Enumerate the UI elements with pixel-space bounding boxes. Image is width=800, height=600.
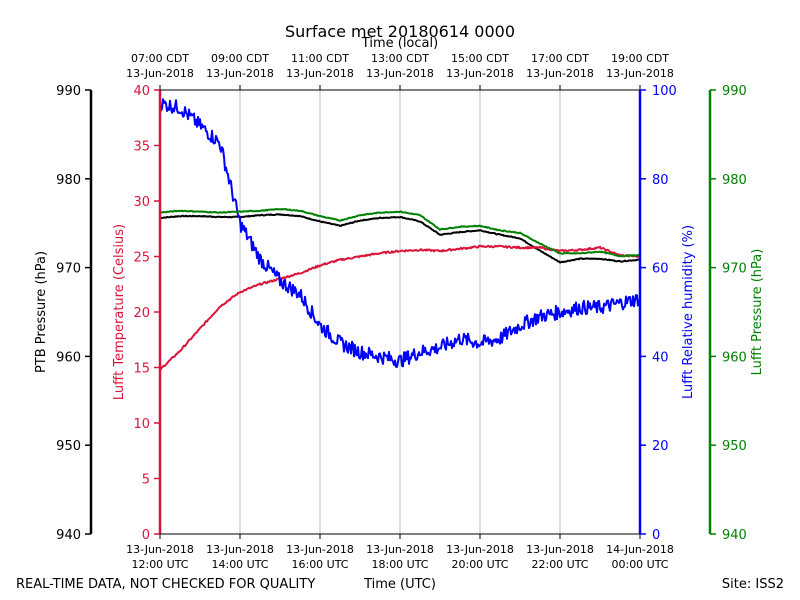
lufft-pressure-tick-label-0: 940: [722, 528, 747, 543]
humidity-tick-label-1: 20: [652, 439, 669, 454]
humidity-tick-label-0: 0: [652, 528, 660, 543]
x-tick-local-date-3: 13-Jun-2018: [366, 67, 434, 80]
temperature-tick-label-3: 15: [133, 362, 150, 377]
series-lines: [159, 98, 641, 371]
series-line-lufft-pressure: [159, 208, 640, 258]
x-tick-utc-6: 00:00 UTC: [611, 558, 668, 571]
top-axis-label: Time (local): [361, 36, 438, 51]
x-tick-local-time-3: 13:00 CDT: [371, 52, 429, 65]
temperature-tick-label-1: 5: [142, 473, 150, 488]
ptb-pressure-tick-label-4: 980: [56, 173, 81, 188]
lufft-pressure-tick-label-5: 990: [722, 84, 747, 99]
ptb-pressure-axis: PTB Pressure (hPa) 940 950 960 970 980 990: [34, 84, 93, 543]
x-tick-date-1: 13-Jun-2018: [206, 543, 274, 556]
x-tick-utc-0: 12:00 UTC: [131, 558, 188, 571]
lufft-pressure-tick-label-4: 980: [722, 173, 747, 188]
lufft-pressure-tick-label-2: 960: [722, 350, 747, 365]
grid: [239, 90, 561, 534]
ptb-pressure-tick-label-2: 960: [56, 350, 81, 365]
lufft-pressure-tick-label-3: 970: [722, 262, 747, 277]
chart-title: Surface met 20180614 0000: [285, 22, 515, 41]
x-tick-date-2: 13-Jun-2018: [286, 543, 354, 556]
x-tick-utc-5: 22:00 UTC: [531, 558, 588, 571]
time-axes: 13-Jun-2018 12:00 UTC 07:00 CDT 13-Jun-2018…: [126, 52, 674, 571]
x-tick-utc-3: 18:00 UTC: [371, 558, 428, 571]
humidity-tick-label-2: 40: [652, 350, 669, 365]
temperature-tick-label-6: 30: [133, 195, 150, 210]
temperature-tick-label-7: 35: [133, 140, 150, 155]
ptb-pressure-axis-label: PTB Pressure (hPa): [34, 251, 49, 373]
x-tick-date-6: 14-Jun-2018: [606, 543, 674, 556]
humidity-axis: Lufft Relative humidity (%) 0 20 40 60 80 100: [638, 84, 696, 543]
series-line-temperature: [159, 244, 641, 371]
x-tick-local-date-4: 13-Jun-2018: [446, 67, 514, 80]
humidity-tick-label-4: 80: [652, 173, 669, 188]
x-tick-local-time-0: 07:00 CDT: [131, 52, 189, 65]
x-tick-local-time-4: 15:00 CDT: [451, 52, 509, 65]
humidity-tick-label-3: 60: [652, 262, 669, 277]
temperature-tick-label-5: 25: [133, 251, 150, 266]
lufft-pressure-tick-label-1: 950: [722, 439, 747, 454]
lufft-pressure-axis: Lufft Pressure (hPa) 940 950 960 970 980 990: [708, 84, 765, 543]
temperature-tick-label-4: 20: [133, 306, 150, 321]
x-tick-date-3: 13-Jun-2018: [366, 543, 434, 556]
x-tick-local-time-6: 19:00 CDT: [611, 52, 669, 65]
x-tick-utc-1: 14:00 UTC: [211, 558, 268, 571]
series-line-humidity: [159, 98, 641, 368]
x-tick-local-date-1: 13-Jun-2018: [206, 67, 274, 80]
x-axis-label: Time (UTC): [363, 577, 436, 592]
temperature-tick-label-2: 10: [133, 417, 150, 432]
x-tick-local-time-5: 17:00 CDT: [531, 52, 589, 65]
x-tick-local-date-0: 13-Jun-2018: [126, 67, 194, 80]
x-tick-date-0: 13-Jun-2018: [126, 543, 194, 556]
ptb-pressure-tick-label-5: 990: [56, 84, 81, 99]
x-tick-utc-2: 16:00 UTC: [291, 558, 348, 571]
x-tick-date-4: 13-Jun-2018: [446, 543, 514, 556]
ptb-pressure-tick-label-3: 970: [56, 262, 81, 277]
x-tick-utc-4: 20:00 UTC: [451, 558, 508, 571]
x-tick-local-date-5: 13-Jun-2018: [526, 67, 594, 80]
temperature-axis-label: Lufft Temperature (Celsius): [112, 224, 127, 400]
x-tick-local-time-1: 09:00 CDT: [211, 52, 269, 65]
humidity-axis-label: Lufft Relative humidity (%): [681, 225, 696, 399]
x-tick-date-5: 13-Jun-2018: [526, 543, 594, 556]
temperature-axis: Lufft Temperature (Celsius) 0 5 10 15 20 25 30…: [112, 84, 162, 543]
humidity-tick-label-5: 100: [652, 84, 677, 99]
quality-disclaimer: REAL-TIME DATA, NOT CHECKED FOR QUALITY: [16, 577, 315, 592]
x-tick-local-date-2: 13-Jun-2018: [286, 67, 354, 80]
lufft-pressure-axis-label: Lufft Pressure (hPa): [750, 249, 765, 376]
temperature-tick-label-0: 0: [142, 528, 150, 543]
x-tick-local-date-6: 13-Jun-2018: [606, 67, 674, 80]
ptb-pressure-tick-label-0: 940: [56, 528, 81, 543]
ptb-pressure-tick-label-1: 950: [56, 439, 81, 454]
x-tick-local-time-2: 11:00 CDT: [291, 52, 349, 65]
site-label: Site: ISS2: [722, 577, 784, 592]
temperature-tick-label-8: 40: [133, 84, 150, 99]
